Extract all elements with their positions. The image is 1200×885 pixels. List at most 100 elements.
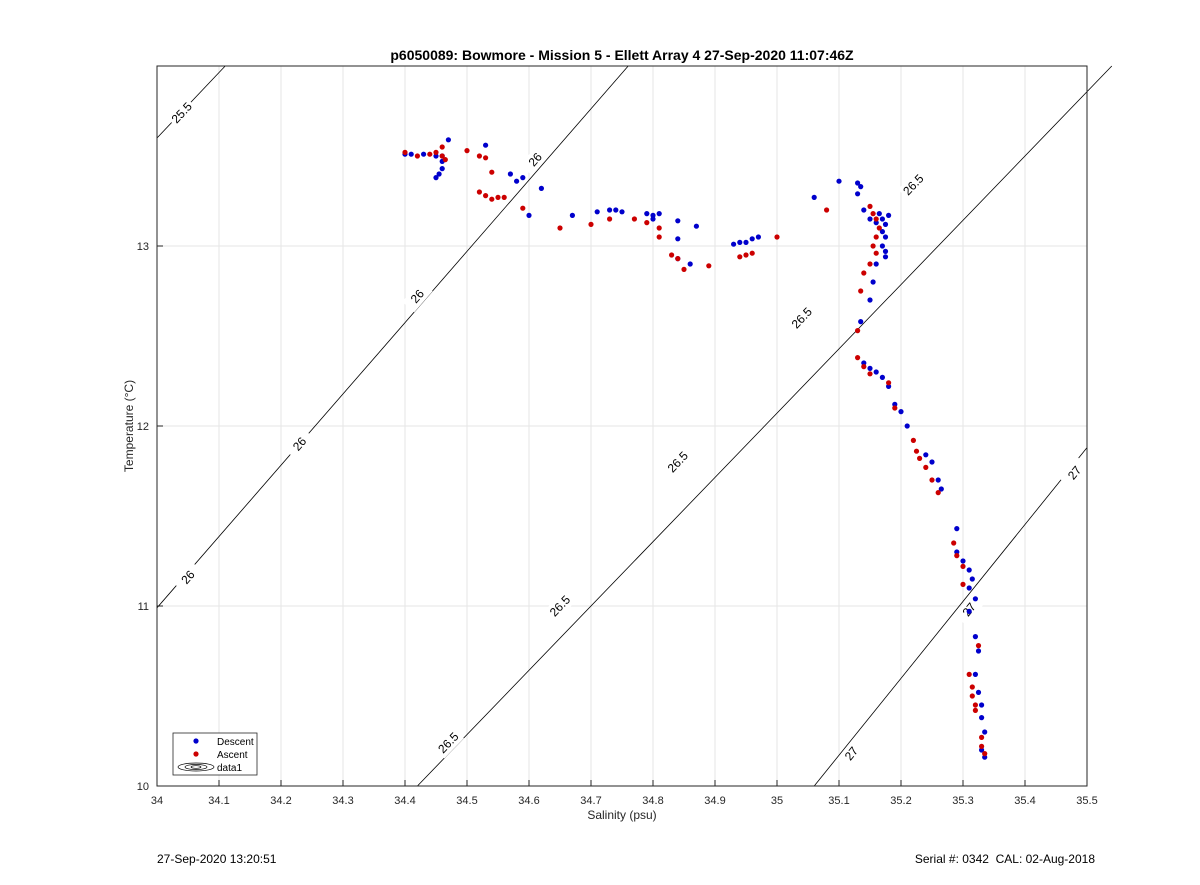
- point-ascent: [979, 734, 985, 741]
- contour-label-bg: [662, 446, 694, 478]
- point-descent: [867, 365, 873, 371]
- x-tick-label: 34: [151, 795, 163, 807]
- point-ascent: [476, 153, 482, 159]
- point-ascent: [979, 743, 985, 750]
- point-descent: [731, 241, 737, 247]
- point-ascent: [855, 328, 861, 334]
- point-descent: [613, 207, 619, 213]
- point-descent: [607, 207, 613, 213]
- contour-label-bg: [172, 561, 204, 594]
- point-descent: [855, 180, 861, 186]
- point-ascent: [892, 405, 898, 411]
- density-contour-27: [813, 447, 1088, 787]
- x-tick-label: 34.4: [394, 795, 415, 807]
- point-ascent: [969, 684, 975, 690]
- point-descent: [879, 374, 886, 380]
- point-descent: [979, 715, 985, 721]
- point-descent: [966, 608, 972, 615]
- point-descent: [507, 171, 513, 177]
- point-descent: [892, 401, 898, 407]
- point-descent: [982, 754, 988, 760]
- point-ascent: [656, 234, 662, 240]
- point-ascent: [681, 266, 687, 272]
- x-tick-label: 34.9: [704, 795, 725, 807]
- x-tick-label: 34.6: [518, 795, 539, 807]
- point-ascent: [910, 437, 917, 443]
- legend-label-data1: data1: [217, 763, 242, 774]
- point-descent: [972, 634, 979, 640]
- point-ascent: [631, 216, 638, 222]
- point-descent: [514, 178, 520, 184]
- y-tick-label: 10: [137, 781, 149, 793]
- point-ascent: [675, 256, 681, 262]
- point-descent: [675, 218, 681, 224]
- point-descent: [858, 319, 864, 325]
- point-ascent: [870, 211, 876, 217]
- point-ascent: [483, 155, 489, 161]
- legend-label-ascent: Ascent: [217, 750, 248, 761]
- x-tick-label: 35.2: [890, 795, 911, 807]
- x-tick-label: 35: [771, 795, 783, 807]
- point-ascent: [644, 220, 650, 226]
- point-descent: [960, 558, 966, 564]
- x-tick-label: 34.2: [270, 795, 291, 807]
- point-ascent: [876, 225, 882, 231]
- legend-contour-icon: [177, 762, 215, 772]
- point-descent: [972, 596, 979, 602]
- point-ascent: [669, 252, 675, 258]
- point-ascent: [923, 464, 929, 470]
- chart-title: p6050089: Bowmore - Mission 5 - Ellett A…: [390, 47, 854, 63]
- point-descent: [882, 254, 889, 260]
- contour-label-bg: [786, 302, 818, 334]
- contour-label-bg: [519, 143, 551, 176]
- point-ascent: [439, 144, 445, 150]
- point-ascent: [972, 702, 979, 708]
- point-descent: [855, 191, 861, 197]
- y-tick-label: 11: [138, 601, 149, 613]
- point-descent: [879, 216, 886, 222]
- point-ascent: [861, 364, 867, 370]
- x-tick-label: 34.8: [642, 795, 663, 807]
- point-descent: [966, 585, 972, 591]
- point-ascent: [439, 153, 445, 159]
- point-ascent: [464, 148, 470, 154]
- point-ascent: [855, 355, 861, 361]
- x-tick-label: 35.3: [952, 795, 973, 807]
- legend: Descent Ascent data1: [172, 732, 258, 776]
- point-descent: [979, 747, 985, 753]
- point-descent: [873, 261, 879, 267]
- legend-box: [172, 732, 258, 776]
- footer-serial-cal: Serial #: 0342 CAL: 02-Aug-2018: [914, 852, 1095, 866]
- point-descent: [982, 729, 988, 735]
- point-ascent: [607, 216, 613, 222]
- point-ascent: [873, 234, 879, 240]
- point-ascent: [483, 193, 489, 199]
- point-ascent: [774, 234, 780, 240]
- point-descent: [935, 477, 941, 483]
- point-ascent: [656, 225, 662, 231]
- point-ascent: [858, 288, 864, 294]
- point-descent: [436, 171, 442, 177]
- point-descent: [644, 211, 650, 217]
- point-ascent: [414, 153, 420, 159]
- point-descent: [867, 216, 873, 222]
- contour-label-bg: [402, 280, 433, 313]
- point-ascent: [501, 194, 507, 200]
- point-descent: [975, 648, 982, 654]
- point-descent: [873, 369, 879, 375]
- point-descent: [954, 549, 960, 555]
- point-descent: [886, 383, 892, 389]
- point-ascent: [706, 263, 712, 269]
- contour-label-bg: [166, 97, 198, 129]
- point-ascent: [588, 221, 594, 227]
- point-descent: [904, 423, 910, 429]
- point-descent: [873, 220, 879, 226]
- point-descent: [594, 209, 600, 215]
- point-descent: [755, 234, 762, 240]
- point-ascent: [969, 693, 975, 699]
- x-tick-label: 35.4: [1014, 795, 1035, 807]
- legend-label-descent: Descent: [217, 737, 254, 748]
- point-ascent: [982, 751, 988, 757]
- point-descent: [811, 194, 817, 200]
